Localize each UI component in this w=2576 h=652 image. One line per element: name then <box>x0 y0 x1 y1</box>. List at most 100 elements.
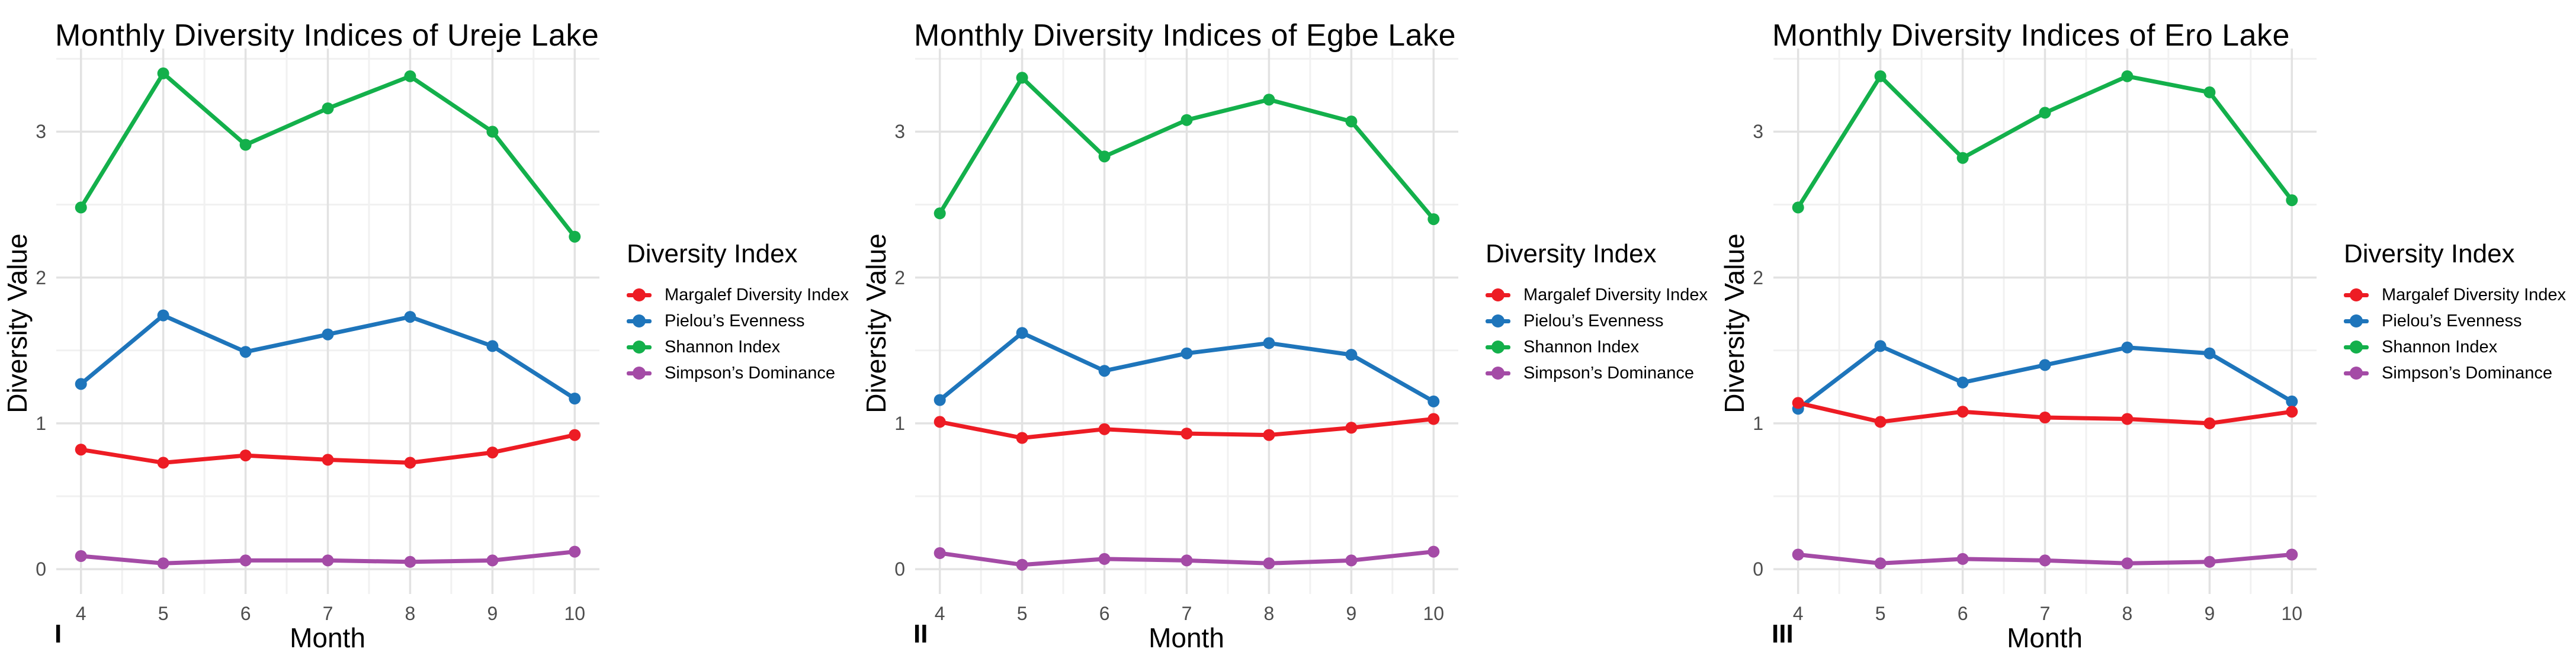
legend-item-pielou: Pielou’s Evenness <box>1475 308 1717 334</box>
data-point-simpson <box>2203 555 2216 568</box>
series-shannon <box>1792 70 2298 214</box>
data-point-pielou <box>1263 337 1275 349</box>
shannon-line-key-icon <box>627 338 652 356</box>
y-tick-label: 2 <box>894 266 905 288</box>
data-point-shannon <box>933 207 946 220</box>
series-simpson <box>933 545 1440 571</box>
legend-item-margalef: Margalef Diversity Index <box>616 282 858 308</box>
margalef-line-key-icon <box>627 286 652 304</box>
x-tick-label: 7 <box>1181 603 1192 624</box>
data-point-pielou <box>1016 327 1028 339</box>
data-point-shannon <box>1016 72 1028 84</box>
y-tick-label: 1 <box>36 412 46 434</box>
data-point-pielou <box>1345 349 1358 361</box>
data-point-pielou <box>569 393 581 404</box>
x-tick-label: 8 <box>405 603 416 624</box>
data-point-pielou <box>2203 347 2216 359</box>
data-point-margalef <box>404 457 416 469</box>
x-tick-label: 8 <box>2122 603 2133 624</box>
legend-item-label: Shannon Index <box>665 337 781 356</box>
legend-item-pielou: Pielou’s Evenness <box>616 308 858 334</box>
legend-item-margalef: Margalef Diversity Index <box>2333 282 2575 308</box>
x-tick-label: 8 <box>1263 603 1275 624</box>
x-axis-title: Month <box>290 622 365 652</box>
series-simpson <box>1792 548 2298 570</box>
data-point-pielou <box>322 328 334 341</box>
data-point-simpson <box>75 550 87 562</box>
data-point-shannon <box>75 201 87 214</box>
gridlines-minor <box>56 49 599 594</box>
legend-title: Diversity Index <box>1486 239 1657 268</box>
pielou-line-key-icon <box>1486 312 1510 330</box>
data-point-margalef <box>1874 416 1887 428</box>
data-point-simpson <box>1345 554 1358 567</box>
series-pielou <box>933 327 1440 407</box>
data-point-margalef <box>486 447 499 459</box>
data-point-shannon <box>404 70 416 82</box>
data-point-shannon <box>1180 114 1193 126</box>
gridlines-major <box>915 49 1458 594</box>
data-point-simpson <box>2286 548 2298 561</box>
x-tick-label: 5 <box>158 603 169 624</box>
legend-item-label: Shannon Index <box>2382 337 2498 356</box>
data-point-pielou <box>75 378 87 390</box>
data-point-simpson <box>1427 545 1440 558</box>
data-point-simpson <box>1180 554 1193 567</box>
panel-ureje-lake: Monthly Diversity Indices of Ureje Lake … <box>0 0 859 652</box>
series-simpson <box>75 545 581 570</box>
data-point-pielou <box>2039 359 2051 371</box>
data-point-margalef <box>1180 428 1193 440</box>
data-point-shannon <box>1098 150 1111 163</box>
x-axis-title: Month <box>1149 622 1224 652</box>
gridlines-major <box>56 49 599 594</box>
data-point-pielou <box>157 309 169 322</box>
data-point-margalef <box>1956 406 1969 418</box>
legend-item-label: Pielou’s Evenness <box>2382 311 2522 330</box>
data-point-shannon <box>486 126 499 138</box>
data-point-simpson <box>2121 557 2134 570</box>
data-point-simpson <box>157 557 169 570</box>
x-tick-label: 6 <box>240 603 251 624</box>
data-point-margalef <box>1263 429 1275 441</box>
legend: Diversity Index Margalef Diversity Index… <box>616 239 858 386</box>
panel-egbe-lake: Monthly Diversity Indices of Egbe Lake D… <box>859 0 1718 652</box>
plot-area <box>56 49 599 594</box>
data-point-simpson <box>486 554 499 567</box>
plot-area <box>1773 49 2317 594</box>
data-point-margalef <box>2286 406 2298 418</box>
gridlines-major <box>1773 49 2317 594</box>
legend-item-label: Simpson’s Dominance <box>665 363 835 383</box>
legend-item-label: Simpson’s Dominance <box>1523 363 1694 383</box>
data-point-pielou <box>1874 340 1887 352</box>
data-point-simpson <box>2039 554 2051 567</box>
data-point-margalef <box>75 444 87 456</box>
data-point-shannon <box>1263 94 1275 106</box>
data-point-shannon <box>569 230 581 243</box>
data-point-margalef <box>1345 422 1358 434</box>
data-point-pielou <box>2121 341 2134 354</box>
y-tick-label: 0 <box>36 558 46 580</box>
legend-item-label: Margalef Diversity Index <box>1523 285 1708 304</box>
y-tick-label: 1 <box>894 412 905 434</box>
data-point-shannon <box>2039 107 2051 119</box>
y-tick-label: 2 <box>36 266 46 288</box>
legend-item-shannon: Shannon Index <box>2333 334 2575 360</box>
data-point-simpson <box>933 547 946 559</box>
legend-item-simpson: Simpson’s Dominance <box>616 360 858 386</box>
legend-item-simpson: Simpson’s Dominance <box>1475 360 1717 386</box>
data-point-shannon <box>1345 115 1358 128</box>
simpson-line-key-icon <box>627 364 652 382</box>
x-tick-label: 5 <box>1016 603 1028 624</box>
legend-item-simpson: Simpson’s Dominance <box>2333 360 2575 386</box>
data-point-simpson <box>1098 553 1111 565</box>
data-point-shannon <box>2121 70 2134 82</box>
panel-number-label: III <box>1772 619 1794 648</box>
series-margalef <box>1792 397 2298 429</box>
data-point-margalef <box>322 454 334 466</box>
y-tick-label: 2 <box>1753 266 1763 288</box>
series-margalef <box>933 413 1440 444</box>
x-tick-label: 4 <box>75 603 86 624</box>
y-tick-label: 3 <box>1753 121 1763 143</box>
chart-title: Monthly Diversity Indices of Ero Lake <box>1772 18 2290 53</box>
